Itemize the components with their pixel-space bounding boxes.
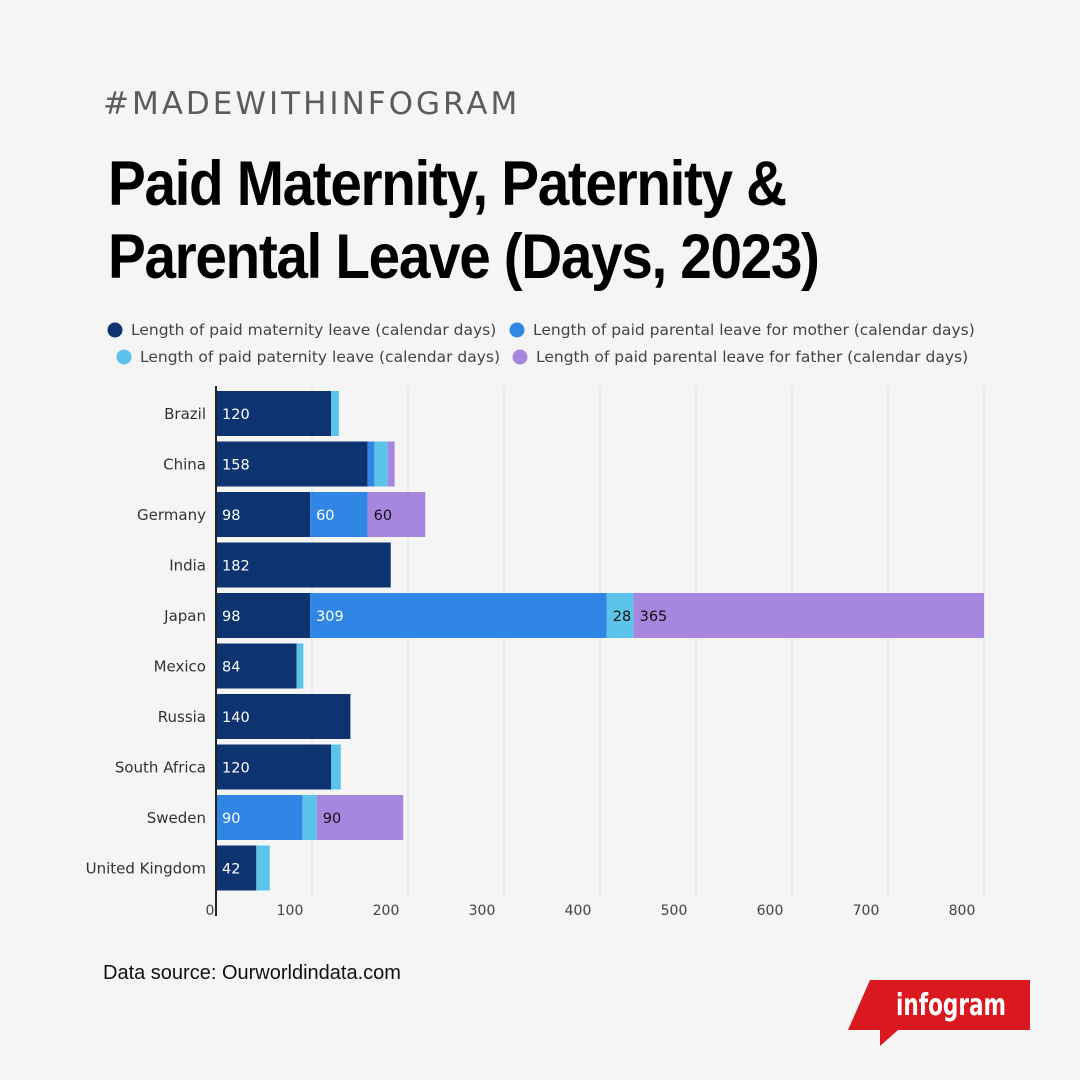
x-tick-label: 0 xyxy=(206,903,215,919)
legend: Length of paid maternity leave (calendar… xyxy=(107,321,975,366)
bar-segment xyxy=(310,593,607,638)
data-label: 158 xyxy=(222,458,250,474)
x-tick-label: 200 xyxy=(373,903,400,919)
data-label: 309 xyxy=(316,609,344,625)
bar-segment xyxy=(216,441,368,487)
data-label: 140 xyxy=(222,710,250,726)
legend-marker xyxy=(107,322,123,338)
data-label: 60 xyxy=(316,508,334,524)
bar-segment xyxy=(331,744,341,790)
bar-segment xyxy=(216,795,303,840)
bar-segment xyxy=(387,441,395,487)
legend-label: Length of paid parental leave for mother… xyxy=(533,321,975,339)
bar-segment xyxy=(367,441,375,487)
data-label: 120 xyxy=(222,407,250,423)
bar-segment xyxy=(367,492,426,537)
bar-segment xyxy=(216,744,332,790)
data-label: 60 xyxy=(374,508,392,524)
bar-segment xyxy=(216,391,332,436)
category-label: Japan xyxy=(163,607,206,625)
x-tick-label: 100 xyxy=(277,903,304,919)
category-label: Sweden xyxy=(147,809,206,827)
bar-segment xyxy=(374,441,388,487)
grid xyxy=(311,386,985,896)
bar-segment xyxy=(256,845,270,891)
data-label: 90 xyxy=(222,811,240,827)
hashtag: #MADEWITHINFOGRAM xyxy=(103,86,521,122)
bars: 120 158 98 60 60 182 98 309 28 365 84 140 120 90 90 42 xyxy=(216,391,984,891)
legend-label: Length of paid maternity leave (calendar… xyxy=(131,321,496,339)
bar-segment xyxy=(216,643,297,689)
bar-segment xyxy=(216,492,311,537)
x-tick-label: 700 xyxy=(853,903,880,919)
bar-segment xyxy=(633,593,984,638)
data-label: 42 xyxy=(222,862,240,878)
logo-badge xyxy=(848,980,1030,1046)
logo-text: infogram xyxy=(896,988,1006,1023)
legend-marker xyxy=(116,349,132,365)
category-label: Mexico xyxy=(154,658,206,676)
category-label: India xyxy=(169,557,206,575)
x-tick-label: 500 xyxy=(661,903,688,919)
x-tick-label: 800 xyxy=(949,903,976,919)
chart-title: Paid Maternity, Paternity & Parental Lea… xyxy=(108,149,820,292)
bar-segment xyxy=(310,492,368,537)
category-label: United Kingdom xyxy=(86,860,206,878)
legend-label: Length of paid paternity leave (calendar… xyxy=(140,348,500,366)
category-label: China xyxy=(163,456,206,474)
data-label: 28 xyxy=(613,609,631,625)
category-label: Brazil xyxy=(164,405,206,423)
legend-marker xyxy=(509,322,525,338)
bar-segment xyxy=(296,643,304,689)
data-label: 90 xyxy=(323,811,341,827)
bar-segment xyxy=(606,593,634,638)
category-label: Russia xyxy=(158,708,206,726)
bar-segment xyxy=(302,795,317,840)
x-tick-label: 600 xyxy=(757,903,784,919)
bar-segment xyxy=(216,845,257,891)
data-label: 98 xyxy=(222,508,240,524)
axis: 0 100 200 300 400 500 600 700 800 Brazil China Germ… xyxy=(86,386,976,919)
data-label: 120 xyxy=(222,761,250,777)
bar-segment xyxy=(216,593,311,638)
bar-segment xyxy=(216,694,351,739)
category-label: Germany xyxy=(137,506,206,524)
data-label: 98 xyxy=(222,609,240,625)
category-label: South Africa xyxy=(115,759,206,777)
legend-marker xyxy=(512,349,528,365)
bar-segment xyxy=(316,795,404,840)
bar-segment xyxy=(331,391,339,436)
data-label: 182 xyxy=(222,559,250,575)
bar-segment xyxy=(216,542,391,588)
legend-label: Length of paid parental leave for father… xyxy=(536,348,968,366)
data-label: 365 xyxy=(640,609,668,625)
data-label: 84 xyxy=(222,660,240,676)
data-source: Data source: Ourworldindata.com xyxy=(103,962,401,984)
x-tick-label: 300 xyxy=(469,903,496,919)
x-tick-label: 400 xyxy=(565,903,592,919)
infogram-logo[interactable]: infogram xyxy=(848,980,1030,1050)
